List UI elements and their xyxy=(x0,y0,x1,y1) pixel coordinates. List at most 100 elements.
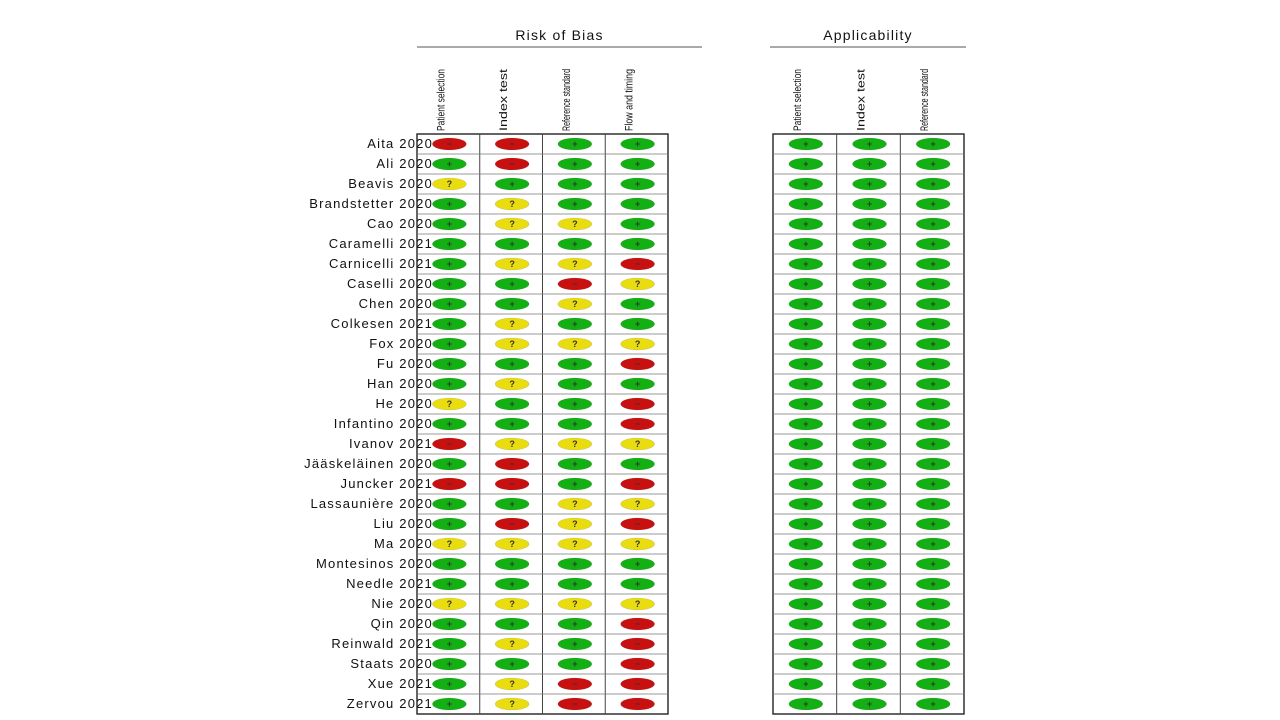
judgement-low-applicability-index-test-liu-2020: + xyxy=(852,517,887,531)
judgement-low-applicability-reference-standard-colkesen-2021: + xyxy=(915,317,951,331)
judgement-dot xyxy=(788,357,824,371)
judgement-symbol: + xyxy=(867,599,872,609)
judgement-symbol: + xyxy=(803,699,808,709)
judgement-dot xyxy=(852,617,887,631)
judgement-symbol: + xyxy=(572,459,577,469)
judgement-low-risk-of-bias-index-test-qin-2020: + xyxy=(494,617,530,631)
judgement-dot xyxy=(852,497,887,511)
judgement-symbol: + xyxy=(867,679,872,689)
judgement-dot xyxy=(915,677,951,691)
judgement-dot xyxy=(620,517,655,531)
judgement-dot xyxy=(557,137,593,151)
judgement-low-applicability-index-test-lassauniere-2020: + xyxy=(852,497,887,511)
judgement-symbol: + xyxy=(931,359,936,369)
judgement-symbol: + xyxy=(803,339,808,349)
judgement-low-applicability-index-test-zervou-2021: + xyxy=(852,697,887,711)
judgement-dot xyxy=(620,277,655,291)
judgement-dot xyxy=(788,697,824,711)
judgement-low-applicability-index-test-aita-2020: + xyxy=(852,137,887,151)
judgement-dot xyxy=(494,477,530,491)
judgement-dot xyxy=(557,257,593,271)
judgement-low-applicability-reference-standard-jaaskelainen-2020: + xyxy=(915,457,951,471)
judgement-unclear-risk-of-bias-flow-and-timing-fox-2020: ? xyxy=(620,337,655,351)
judgement-dot xyxy=(915,257,951,271)
judgement-dot xyxy=(432,237,467,251)
judgement-low-risk-of-bias-reference-standard-juncker-2021: + xyxy=(557,477,593,491)
judgement-low-applicability-reference-standard-beavis-2020: + xyxy=(915,177,951,191)
judgement-low-risk-of-bias-reference-standard-ali-2020: + xyxy=(557,157,593,171)
judgement-dot xyxy=(432,317,467,331)
judgement-dot xyxy=(557,477,593,491)
judgement-low-risk-of-bias-patient-selection-zervou-2021: + xyxy=(432,697,467,711)
judgement-high-risk-of-bias-reference-standard-xue-2021: − xyxy=(557,677,593,691)
judgement-symbol: + xyxy=(867,339,872,349)
judgement-dot xyxy=(494,157,530,171)
judgement-symbol: ? xyxy=(509,379,515,389)
judgement-dot xyxy=(557,577,593,591)
judgement-symbol: ? xyxy=(509,679,515,689)
judgement-dot xyxy=(620,197,655,211)
judgement-symbol: − xyxy=(509,479,514,489)
judgement-low-risk-of-bias-reference-standard-caramelli-2021: + xyxy=(557,237,593,251)
judgement-low-risk-of-bias-flow-and-timing-chen-2020: + xyxy=(620,297,655,311)
judgement-symbol: ? xyxy=(572,299,578,309)
judgement-dot xyxy=(915,517,951,531)
judgement-low-risk-of-bias-patient-selection-qin-2020: + xyxy=(432,617,467,631)
judgement-dot xyxy=(494,517,530,531)
column-headers: Patient selection Index test Reference sta… xyxy=(435,69,931,131)
judgement-symbol: + xyxy=(931,419,936,429)
judgement-dot xyxy=(620,537,655,551)
judgement-high-risk-of-bias-index-test-aita-2020: − xyxy=(494,137,530,151)
judgement-dot xyxy=(432,217,467,231)
judgement-low-applicability-reference-standard-lassauniere-2020: + xyxy=(915,497,951,511)
judgement-low-applicability-patient-selection-he-2020: + xyxy=(788,397,824,411)
judgement-symbol: − xyxy=(635,419,640,429)
judgement-dot xyxy=(494,597,530,611)
judgement-symbol: + xyxy=(509,559,514,569)
judgement-low-applicability-patient-selection-staats-2020: + xyxy=(788,657,824,671)
judgement-dot xyxy=(852,277,887,291)
judgement-symbol: − xyxy=(635,619,640,629)
risk-of-bias-header-patient-selection: Patient selection xyxy=(435,69,447,131)
study-label-liu-2020: Liu 2020 xyxy=(374,516,433,531)
judgement-symbol: + xyxy=(635,199,640,209)
applicability-grid-frame xyxy=(772,133,965,715)
judgement-high-risk-of-bias-index-test-jaaskelainen-2020: − xyxy=(494,457,530,471)
judgement-low-risk-of-bias-patient-selection-liu-2020: + xyxy=(432,517,467,531)
judgement-low-applicability-reference-standard-juncker-2021: + xyxy=(915,477,951,491)
judgement-low-risk-of-bias-reference-standard-infantino-2020: + xyxy=(557,417,593,431)
judgement-symbol: + xyxy=(931,619,936,629)
judgement-dot xyxy=(915,317,951,331)
judgement-high-risk-of-bias-patient-selection-ivanov-2021: − xyxy=(432,437,467,451)
judgement-symbol: + xyxy=(803,639,808,649)
judgement-dot xyxy=(557,537,593,551)
judgement-symbol: + xyxy=(572,239,577,249)
judgement-dot xyxy=(620,497,655,511)
applicability-title: Applicability xyxy=(823,27,913,43)
judgement-low-risk-of-bias-index-test-fu-2020: + xyxy=(494,357,530,371)
judgement-unclear-risk-of-bias-reference-standard-cao-2020: ? xyxy=(557,217,593,231)
judgement-dot xyxy=(852,317,887,331)
judgement-symbol: + xyxy=(867,299,872,309)
judgement-dot xyxy=(852,177,887,191)
judgement-dot xyxy=(852,637,887,651)
judgement-low-risk-of-bias-flow-and-timing-colkesen-2021: + xyxy=(620,317,655,331)
judgement-dot xyxy=(852,657,887,671)
judgement-symbol: + xyxy=(572,659,577,669)
judgement-low-applicability-patient-selection-brandstetter-2020: + xyxy=(788,197,824,211)
judgement-low-applicability-patient-selection-zervou-2021: + xyxy=(788,697,824,711)
judgement-symbol: + xyxy=(447,519,452,529)
judgement-low-applicability-patient-selection-qin-2020: + xyxy=(788,617,824,631)
judgement-dot xyxy=(915,237,951,251)
judgement-low-applicability-index-test-fu-2020: + xyxy=(852,357,887,371)
judgement-symbol: + xyxy=(447,279,452,289)
judgement-symbol: + xyxy=(447,619,452,629)
judgement-symbol: + xyxy=(509,299,514,309)
judgement-dot xyxy=(494,217,530,231)
judgement-low-applicability-patient-selection-fu-2020: + xyxy=(788,357,824,371)
judgement-symbol: + xyxy=(867,479,872,489)
judgement-low-applicability-index-test-nie-2020: + xyxy=(852,597,887,611)
judgement-symbol: + xyxy=(447,359,452,369)
judgement-unclear-risk-of-bias-index-test-colkesen-2021: ? xyxy=(494,317,530,331)
judgement-symbol: + xyxy=(509,179,514,189)
